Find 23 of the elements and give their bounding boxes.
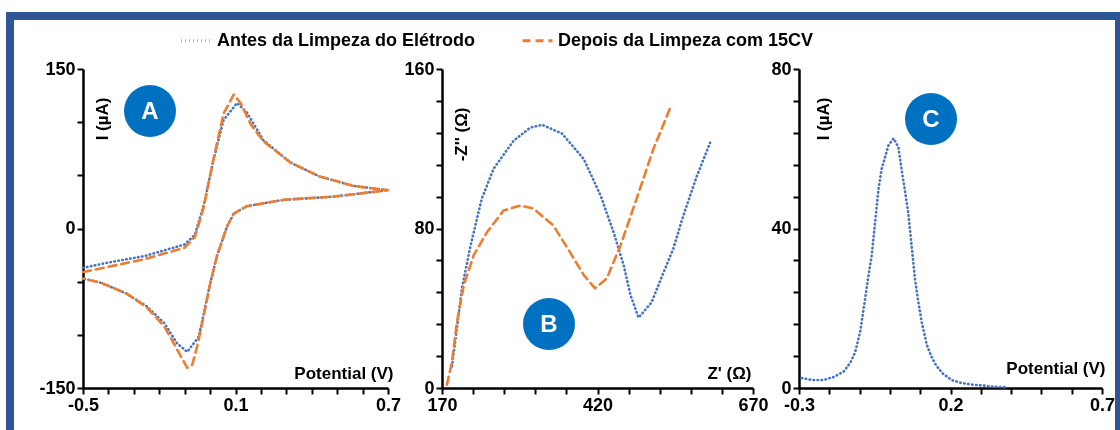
y-tick-label: 40 bbox=[771, 218, 792, 238]
y-tick-label: 0 bbox=[65, 218, 76, 238]
x-tick-label: 0.7 bbox=[1089, 394, 1116, 415]
y-tick-label: 160 bbox=[404, 58, 435, 79]
x-tick-label: 670 bbox=[738, 394, 769, 415]
y-tick-label: 80 bbox=[414, 218, 435, 238]
x-tick-label: 0.2 bbox=[938, 394, 964, 415]
letter-badge: C bbox=[905, 93, 957, 145]
legend-label: Depois da Limpeza com 15CV bbox=[558, 29, 814, 50]
y-tick-label: 150 bbox=[45, 58, 76, 79]
legend-label: Antes da Limpeza do Elétrodo bbox=[217, 29, 476, 50]
y-axis-title: -Z'' (Ω) bbox=[451, 107, 471, 162]
x-tick-label: 0.1 bbox=[223, 394, 249, 415]
x-tick-label: 0.7 bbox=[375, 394, 402, 415]
x-axis-title: Z' (Ω) bbox=[707, 363, 752, 383]
y-tick-label: 80 bbox=[771, 58, 792, 79]
x-axis-title: Potential (V) bbox=[294, 363, 394, 383]
x-axis-title: Potential (V) bbox=[1006, 358, 1106, 378]
y-axis-title: I (µA) bbox=[813, 97, 833, 141]
letter-badge: A bbox=[124, 85, 176, 137]
letter-badge: B bbox=[523, 298, 575, 350]
y-axis-title: I (µA) bbox=[92, 97, 112, 141]
x-tick-label: 420 bbox=[582, 394, 614, 415]
